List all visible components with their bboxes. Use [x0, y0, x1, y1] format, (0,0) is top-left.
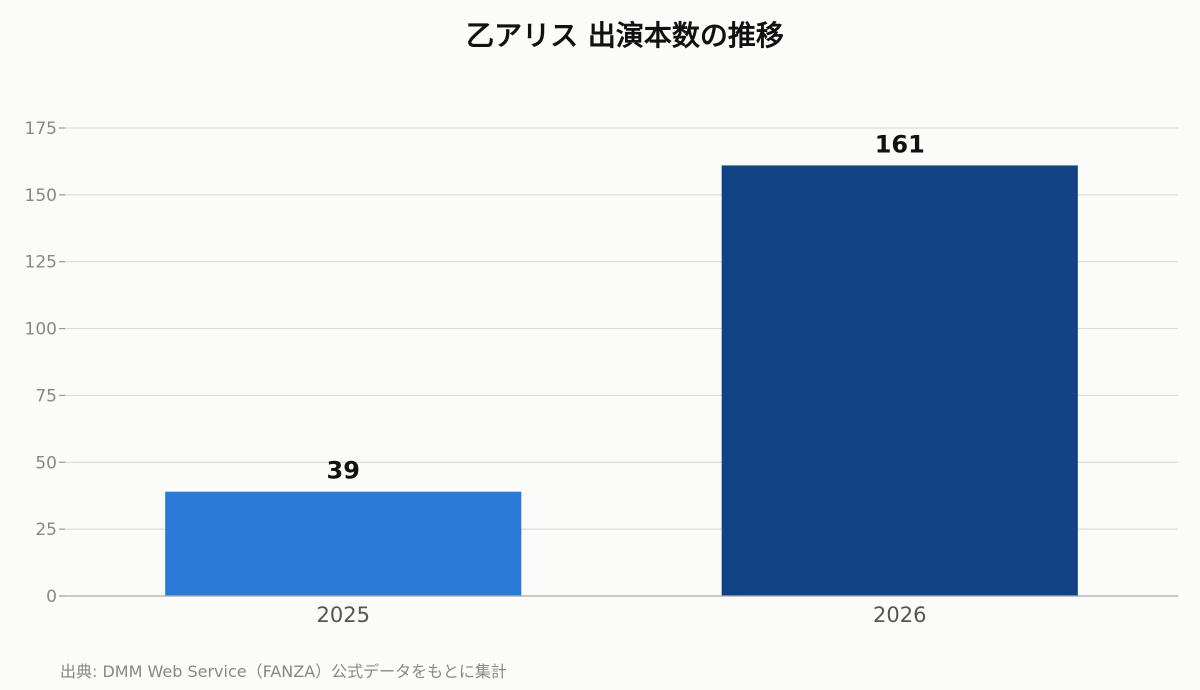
- y-axis-ticks: 0 25 50 75 100 125 150 175: [25, 119, 65, 607]
- x-tick-label-2026: 2026: [873, 603, 926, 627]
- y-tick-label: 75: [35, 386, 57, 406]
- y-tick-label: 25: [35, 520, 57, 540]
- x-axis-labels: 2025 2026: [317, 603, 927, 627]
- y-tick-label: 50: [35, 453, 57, 473]
- bars: [165, 165, 1078, 596]
- y-tick-label: 100: [25, 320, 57, 340]
- y-tick-label: 150: [25, 186, 57, 206]
- y-tick-label: 0: [46, 587, 57, 607]
- x-tick-label-2025: 2025: [317, 603, 370, 627]
- y-tick-label: 175: [25, 119, 57, 139]
- data-labels: 39 161: [327, 130, 925, 484]
- data-label-2026: 161: [875, 130, 925, 158]
- y-tick-label: 125: [25, 253, 57, 273]
- data-label-2025: 39: [327, 457, 360, 485]
- source-note: 出典: DMM Web Service（FANZA）公式データをもとに集計: [60, 662, 507, 681]
- gridlines: [65, 127, 1178, 530]
- chart-title: 乙アリス 出演本数の推移: [466, 19, 784, 52]
- bar-2025: [165, 491, 522, 596]
- bar-2026: [721, 165, 1078, 596]
